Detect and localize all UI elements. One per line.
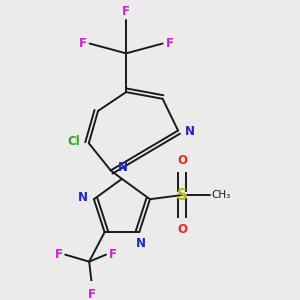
Text: O: O: [177, 154, 187, 167]
Text: F: F: [122, 5, 130, 18]
Text: N: N: [185, 125, 195, 139]
Text: CH₃: CH₃: [212, 190, 231, 200]
Text: F: F: [109, 248, 117, 261]
Text: F: F: [165, 37, 173, 50]
Text: F: F: [55, 248, 62, 261]
Text: S: S: [177, 188, 188, 202]
Text: N: N: [78, 191, 88, 204]
Text: N: N: [136, 237, 146, 250]
Text: F: F: [79, 37, 87, 50]
Text: O: O: [177, 223, 187, 236]
Text: F: F: [88, 288, 96, 300]
Text: Cl: Cl: [68, 135, 80, 148]
Text: N: N: [118, 161, 128, 174]
